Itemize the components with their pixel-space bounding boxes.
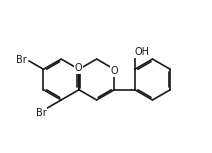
Text: Br: Br [36, 108, 47, 118]
Text: Br: Br [16, 55, 27, 65]
Text: O: O [74, 63, 82, 73]
Text: OH: OH [135, 47, 149, 57]
Text: O: O [110, 66, 118, 76]
